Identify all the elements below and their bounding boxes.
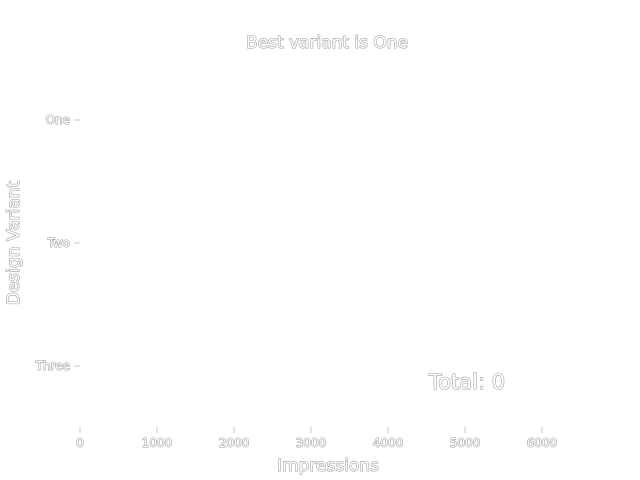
y-tick-label: Two [47,236,71,250]
y-tick-label: One [46,113,70,127]
x-tick-label: 2000 [219,436,250,450]
x-tick-label: 0 [76,436,84,450]
x-tick-label: 6000 [527,436,558,450]
total-annotation: Total: 0 [428,370,505,394]
chart-title: Best variant is One [246,33,408,53]
x-tick-label: 1000 [142,436,173,450]
y-axis: One Two Three [34,112,80,374]
y-tick-label: Three [35,359,70,373]
x-tick-label: 5000 [450,436,481,450]
x-tick-label: 4000 [373,436,404,450]
x-tick-label: 3000 [296,436,327,450]
x-axis: 0 1000 2000 3000 4000 5000 6000 [76,427,558,451]
x-axis-label: Impressions [277,456,379,476]
y-axis-label: Design Variant [4,180,24,305]
